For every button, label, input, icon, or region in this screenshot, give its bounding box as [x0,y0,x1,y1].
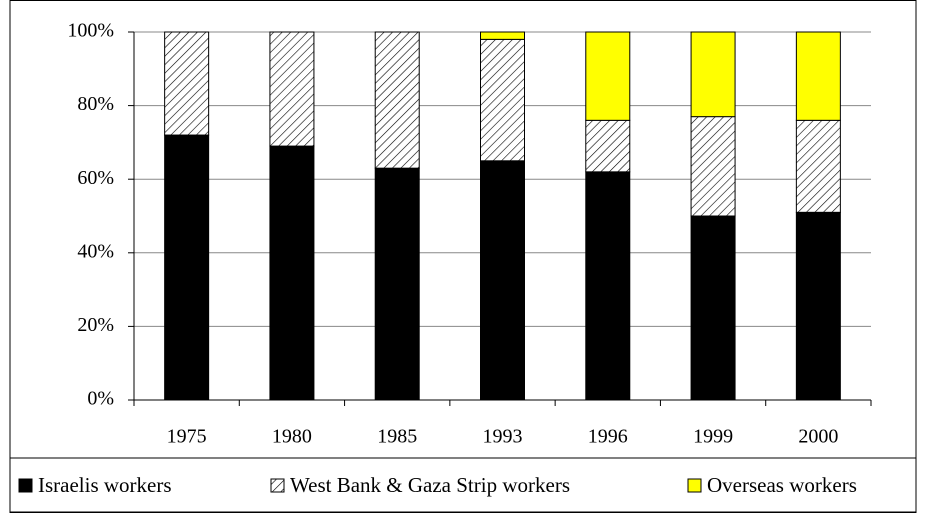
y-tick-label: 40% [77,240,114,262]
legend-label: Israelis workers [38,473,172,497]
bar-segment [164,134,210,401]
bar-segment [690,31,736,118]
y-tick-label: 60% [77,167,114,189]
bar-segment [585,119,631,173]
legend-swatch [687,478,702,493]
bar-segment [480,160,525,401]
x-tick-label: 1996 [588,426,628,448]
chart-frame [9,0,917,513]
bar-segment [480,31,525,40]
legend-label: West Bank & Gaza Strip workers [290,473,570,497]
bar-segment [690,215,736,401]
bar-segment [164,31,210,136]
legend: Israelis workers West Bank & Gaza Strip w… [18,473,857,497]
legend-box [9,457,917,513]
x-tick-label: 1975 [167,426,207,448]
legend-swatch [18,478,33,493]
y-tick-label: 0% [87,388,114,410]
x-tick-label: 1980 [272,426,312,448]
x-tick-label: 1993 [483,426,523,448]
x-tick-label: 1999 [693,426,733,448]
y-tick-label: 20% [77,314,114,336]
bar-segment [795,211,841,401]
legend-label: Overseas workers [707,473,857,497]
bar-segment [795,119,841,213]
bar-segment [480,38,525,162]
y-tick-label: 80% [77,93,114,115]
bar-segment [374,167,420,401]
bar-segment [374,31,420,169]
legend-swatch [270,478,285,493]
bar-segment [269,145,315,401]
bar-segment [585,31,631,121]
bar-segment [269,31,315,147]
bar-segment [585,171,631,401]
bar-segment [795,31,841,121]
x-tick-label: 2000 [798,426,838,448]
y-tick-label: 100% [67,20,114,42]
bar-segment [690,116,736,217]
x-tick-label: 1985 [377,426,417,448]
